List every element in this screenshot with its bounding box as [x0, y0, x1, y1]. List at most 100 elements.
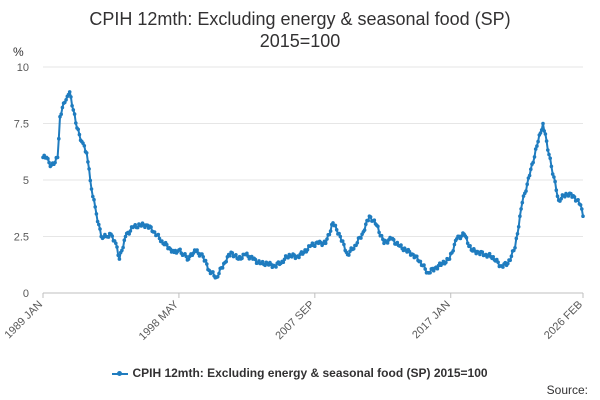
data-point	[95, 219, 100, 224]
data-point	[149, 225, 153, 229]
data-point	[452, 242, 457, 247]
data-point	[82, 144, 87, 148]
data-point	[468, 244, 472, 248]
data-point	[480, 250, 485, 254]
data-point	[379, 233, 384, 238]
data-point	[428, 270, 432, 275]
data-point	[257, 259, 261, 263]
data-point	[76, 127, 80, 132]
series-line	[42, 90, 584, 279]
data-point	[338, 234, 343, 239]
data-point	[364, 222, 368, 226]
data-point	[377, 230, 381, 235]
data-point	[94, 212, 99, 216]
data-point	[328, 229, 333, 233]
data-point	[224, 259, 228, 264]
data-point	[366, 218, 371, 223]
y-tick-label: 7.5	[14, 119, 29, 131]
data-point	[117, 257, 122, 261]
data-point	[240, 256, 244, 261]
data-point	[205, 262, 209, 266]
data-point	[444, 260, 448, 265]
chart-title-sub: 2015=100	[259, 31, 341, 51]
data-point	[165, 242, 169, 247]
data-point	[230, 251, 235, 255]
data-point	[553, 179, 557, 184]
data-point	[69, 95, 73, 99]
data-point	[533, 147, 538, 151]
data-point	[547, 152, 551, 157]
data-point	[572, 195, 577, 199]
data-point	[535, 144, 539, 148]
data-point	[331, 221, 335, 225]
data-point	[325, 237, 329, 241]
data-point	[372, 218, 377, 222]
data-point	[529, 167, 533, 172]
data-point	[334, 228, 339, 232]
data-point	[191, 251, 196, 255]
data-point	[395, 240, 400, 245]
data-point	[509, 254, 514, 258]
data-point	[123, 234, 128, 239]
data-point	[569, 191, 573, 196]
data-point	[72, 112, 77, 116]
data-point	[549, 164, 554, 169]
data-point	[447, 257, 452, 261]
data-point	[313, 244, 317, 248]
data-point	[305, 248, 310, 252]
data-point	[282, 257, 287, 262]
data-point	[501, 265, 505, 269]
data-point	[527, 173, 532, 178]
data-point	[496, 260, 500, 265]
data-point	[178, 247, 182, 252]
chart-title: CPIH 12mth: Excluding energy & seasonal …	[0, 8, 600, 52]
data-point	[60, 105, 65, 110]
data-point	[220, 266, 225, 270]
data-point	[465, 241, 470, 246]
data-point	[418, 259, 423, 264]
data-point	[128, 229, 133, 233]
source-label: Source:	[546, 383, 588, 397]
data-point	[115, 245, 119, 249]
data-point	[127, 232, 131, 236]
data-point	[491, 254, 496, 259]
data-point	[327, 232, 332, 237]
data-point	[552, 175, 556, 179]
data-point	[359, 236, 363, 240]
data-point	[536, 139, 540, 144]
data-point	[70, 104, 74, 108]
data-point	[53, 160, 57, 165]
data-point	[260, 259, 265, 264]
data-point	[451, 249, 456, 253]
data-point	[93, 205, 97, 209]
data-point	[86, 160, 90, 164]
data-point	[184, 254, 188, 259]
data-point	[337, 231, 341, 236]
data-point	[333, 223, 338, 228]
data-point	[55, 155, 60, 160]
data-point	[518, 214, 522, 218]
data-point	[376, 224, 380, 229]
data-point	[521, 194, 526, 198]
data-point	[135, 225, 140, 230]
data-point	[487, 251, 492, 256]
data-point	[391, 237, 396, 242]
data-point	[59, 112, 63, 116]
data-point	[554, 188, 559, 192]
data-point	[464, 235, 469, 240]
data-point	[515, 232, 520, 236]
x-tick-label: 2026 FEB	[542, 299, 585, 342]
data-point	[368, 215, 373, 219]
data-point	[342, 242, 346, 247]
data-point	[228, 254, 232, 258]
data-point	[64, 98, 68, 102]
chart-title-main: CPIH 12mth: Excluding energy & seasonal …	[89, 9, 511, 29]
data-point	[152, 230, 157, 234]
data-point	[524, 189, 528, 193]
data-point	[186, 257, 191, 261]
data-point	[580, 207, 584, 211]
data-point	[542, 129, 546, 133]
data-point	[513, 246, 517, 250]
data-point	[581, 214, 585, 218]
